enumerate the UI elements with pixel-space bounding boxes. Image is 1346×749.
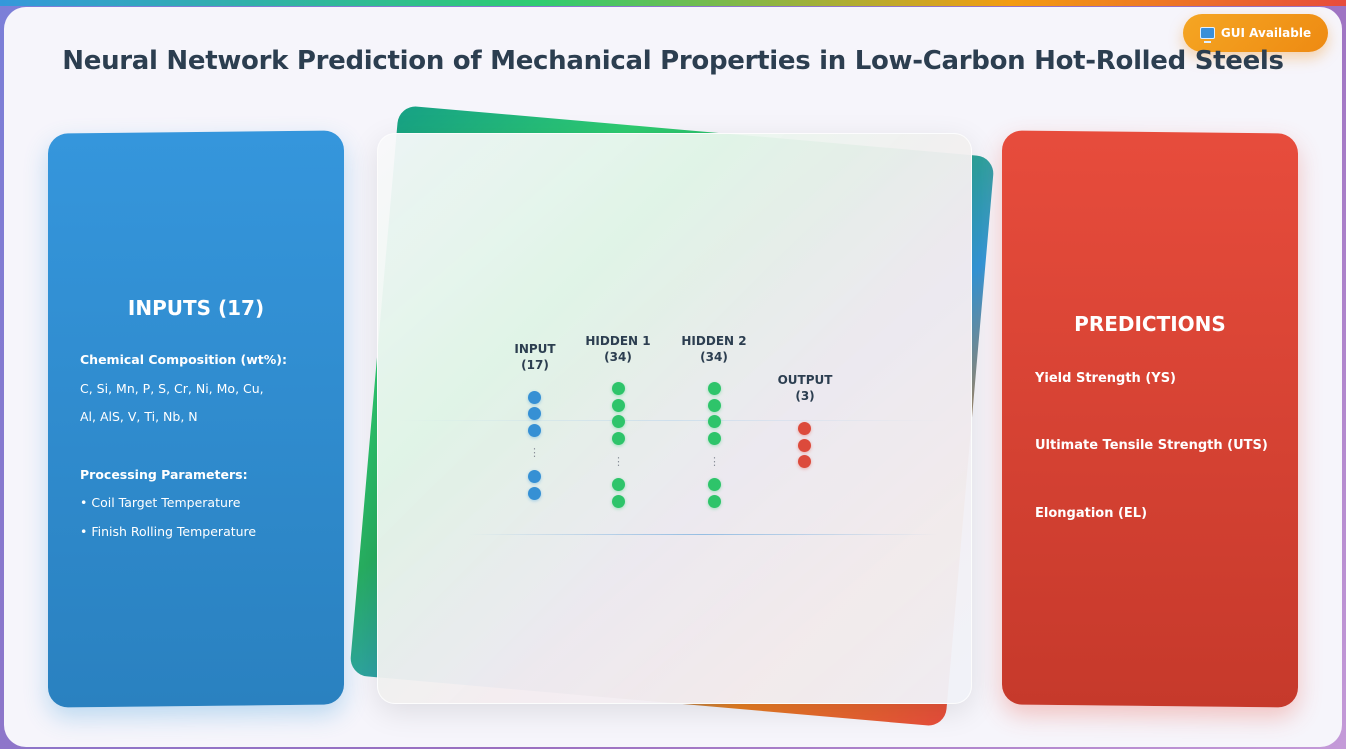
hidden2-node <box>708 382 721 395</box>
monitor-icon <box>1199 27 1215 43</box>
hidden2-node <box>708 432 721 445</box>
hidden2-ellipsis: ⋮ <box>709 455 720 468</box>
output-node <box>798 455 811 468</box>
hidden1-node <box>612 382 625 395</box>
output-layer-label: OUTPUT (3) <box>770 372 840 404</box>
page-title: Neural Network Prediction of Mechanical … <box>62 46 1284 76</box>
hidden1-layer-name: HIDDEN 1 <box>585 334 651 348</box>
predictions-panel-content: PREDICTIONS Yield Strength (YS) Ultimate… <box>1002 132 1298 706</box>
input-node <box>528 391 541 404</box>
hidden2-node <box>708 478 721 491</box>
input-node <box>528 424 541 437</box>
prediction-ultimate-tensile-strength: Ultimate Tensile Strength (UTS) <box>1035 438 1268 453</box>
hidden2-layer-label: HIDDEN 2 (34) <box>679 333 749 365</box>
predictions-heading: PREDICTIONS <box>1074 312 1226 336</box>
hidden2-layer-count: (34) <box>700 350 728 364</box>
processing-item-coil-target-temperature: • Coil Target Temperature <box>80 495 241 510</box>
input-ellipsis: ⋮ <box>529 446 540 459</box>
hidden2-node <box>708 495 721 508</box>
output-node <box>798 439 811 452</box>
processing-item-finish-rolling-temperature: • Finish Rolling Temperature <box>80 524 257 539</box>
guide-line <box>398 420 948 421</box>
input-node <box>528 487 541 500</box>
baseline-line <box>468 534 938 535</box>
input-layer-count: (17) <box>521 358 549 372</box>
gui-badge-label: GUI Available <box>1220 26 1312 40</box>
hidden1-node <box>612 399 625 412</box>
output-layer-name: OUTPUT <box>777 373 833 387</box>
input-layer-name: INPUT <box>514 342 556 356</box>
output-layer-count: (3) <box>795 389 815 403</box>
chemical-elements-line-2: Al, AlS, V, Ti, Nb, N <box>80 409 198 424</box>
hidden1-node <box>612 432 625 445</box>
input-layer-label: INPUT (17) <box>505 341 565 373</box>
prediction-elongation: Elongation (EL) <box>1035 506 1148 521</box>
chemical-elements-line-1: C, Si, Mn, P, S, Cr, Ni, Mo, Cu, <box>80 381 264 396</box>
hidden1-node <box>612 415 625 428</box>
hidden1-node <box>612 478 625 491</box>
processing-parameters-heading: Processing Parameters: <box>80 467 248 482</box>
hidden1-ellipsis: ⋮ <box>613 455 624 468</box>
input-node <box>528 407 541 420</box>
hidden1-layer-label: HIDDEN 1 (34) <box>583 333 653 365</box>
hidden1-node <box>612 495 625 508</box>
hidden2-layer-name: HIDDEN 2 <box>681 334 747 348</box>
inputs-heading: INPUTS (17) <box>127 296 265 320</box>
chemical-composition-heading: Chemical Composition (wt%): <box>80 352 287 367</box>
inputs-panel-content: INPUTS (17) Chemical Composition (wt%): … <box>48 132 344 706</box>
top-gradient-bar <box>0 0 1346 6</box>
input-node <box>528 470 541 483</box>
prediction-yield-strength: Yield Strength (YS) <box>1035 371 1176 386</box>
gui-available-badge[interactable]: GUI Available <box>1183 14 1328 52</box>
network-diagram-card <box>377 133 972 704</box>
hidden2-node <box>708 399 721 412</box>
output-node <box>798 422 811 435</box>
hidden1-layer-count: (34) <box>604 350 632 364</box>
hidden2-node <box>708 415 721 428</box>
